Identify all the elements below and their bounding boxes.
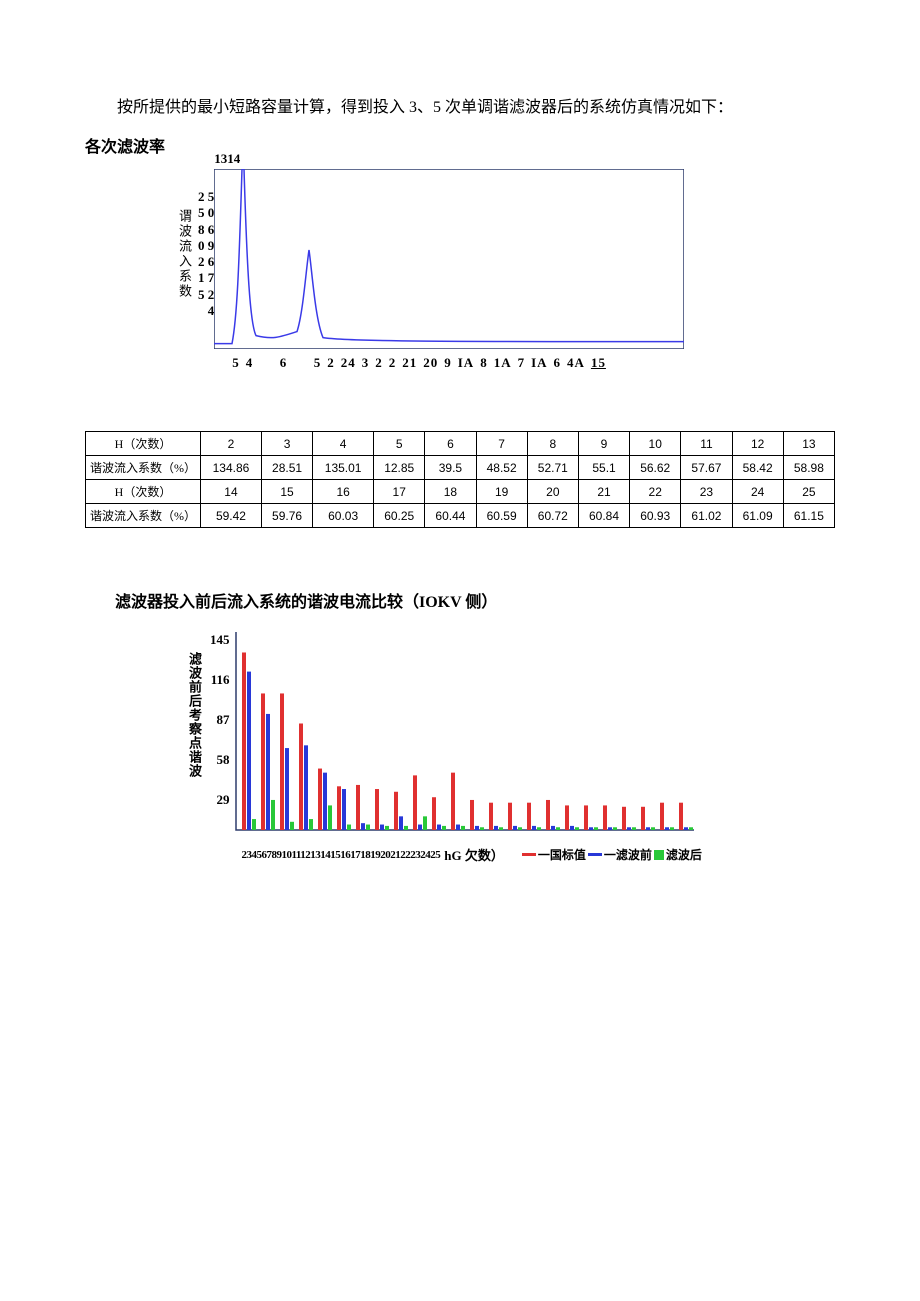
heading-filter-rate: 各次滤波率 (85, 133, 835, 157)
chart2-plot-svg (234, 632, 694, 832)
chart-compare: 滤波前后考察点谐波 145116875829 23456789101112131… (185, 632, 835, 864)
chart1-plot-svg (214, 169, 684, 349)
intro-paragraph: 按所提供的最小短路容量计算，得到投入 3、5 次单调谐滤波器后的系统仿真情况如下… (85, 90, 835, 125)
chart1-ylabel: 谓波流入系数 (175, 209, 194, 299)
chart2-xaxis: 2345678910111213141516171819202122232425… (242, 845, 702, 864)
chart-harmonic-coef: 谓波流入系数 2 55 08 60 92 61 75 24 1314 54 6 … (175, 169, 835, 371)
chart2-ylabel: 滤波前后考察点谐波 (185, 652, 204, 778)
chart1-peak-value: 1314 (214, 151, 240, 167)
chart2-yticks: 145116875829 (210, 632, 230, 832)
heading-compare: 滤波器投入前后流入系统的谐波电流比较（IOKV 侧） (115, 588, 835, 612)
chart1-yticks: 2 55 08 60 92 61 75 24 (198, 189, 214, 319)
harmonic-table: H（次数）2345678910111213谐波流入系数（%）134.8628.5… (85, 431, 835, 528)
chart1-xticks: 54 6 522432221209IA81A7IA64A15 (232, 355, 684, 371)
